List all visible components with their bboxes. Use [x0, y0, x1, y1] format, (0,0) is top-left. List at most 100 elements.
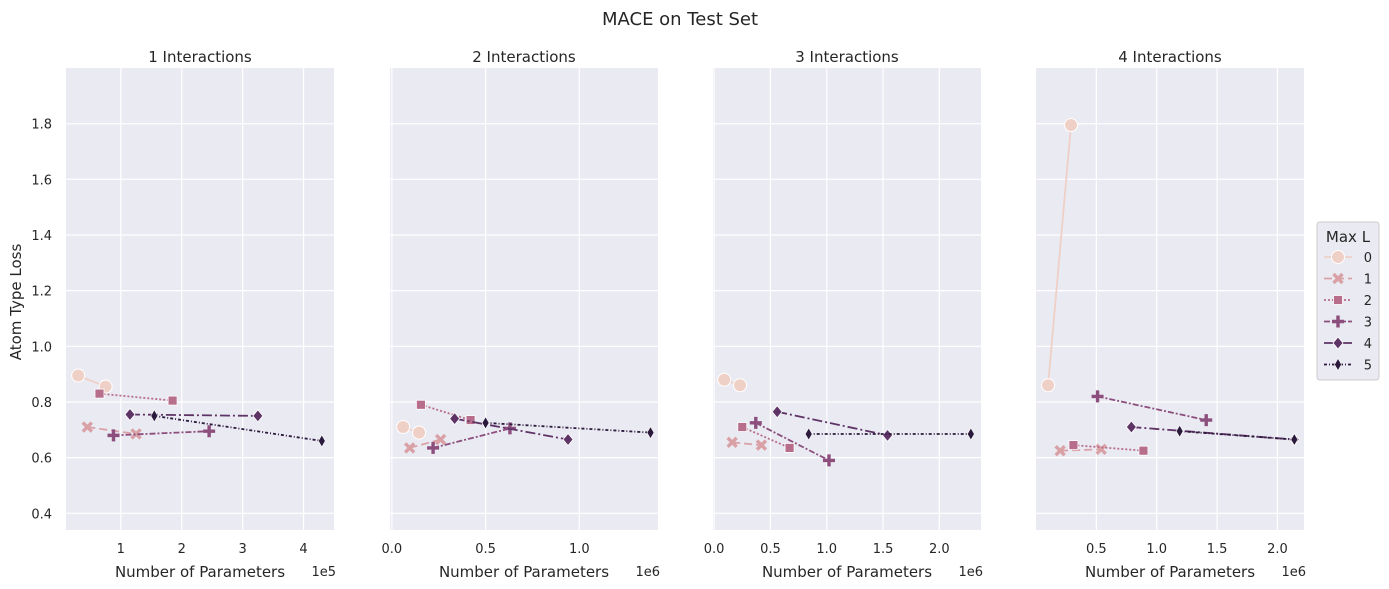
series-2: [94, 388, 178, 406]
data-point: [81, 421, 94, 433]
data-point: [434, 433, 447, 446]
series-5: [150, 409, 326, 448]
legend-label: 0: [1364, 251, 1372, 266]
x-tick-label: 2.0: [1267, 542, 1288, 557]
series-5: [481, 416, 655, 440]
subplot-title: 1 Interactions: [148, 48, 252, 66]
y-tick-label: 1.8: [31, 118, 52, 133]
legend-label: 2: [1364, 294, 1372, 309]
plot-area: [1036, 68, 1304, 530]
data-point: [1125, 420, 1137, 434]
series-1: [403, 433, 447, 454]
legend-items: 0 1 2 3 4 5: [1324, 250, 1372, 374]
legend-item-5: 5: [1324, 357, 1372, 374]
series-3: [107, 425, 216, 442]
y-tick-label: 1.2: [31, 285, 52, 300]
data-point: [317, 434, 326, 448]
x-tick-label: 1.0: [1146, 542, 1167, 557]
series-0: [71, 368, 113, 394]
legend-marker: [1331, 250, 1345, 264]
data-point: [150, 409, 159, 423]
series-line: [755, 422, 830, 462]
legend-label: 4: [1364, 337, 1372, 352]
x-tick-label: 1.5: [1207, 542, 1228, 557]
data-point: [717, 372, 732, 387]
data-point: [1064, 118, 1079, 133]
legend-item-3: 3: [1324, 315, 1372, 331]
data-point: [481, 416, 490, 430]
x-axis-label: Number of Parameters: [762, 563, 932, 581]
data-point: [1290, 432, 1299, 447]
plot-area: [713, 68, 981, 530]
legend-marker: [1334, 357, 1342, 372]
data-point: [449, 412, 461, 426]
data-point: [252, 409, 264, 423]
y-tick-label: 1.0: [31, 340, 52, 355]
x-offset-label: 1e5: [311, 565, 336, 580]
data-point: [1175, 424, 1184, 438]
legend-marker: [1332, 336, 1344, 350]
data-point: [1091, 390, 1104, 403]
data-point: [416, 399, 426, 410]
subplot-3: 3 Interactions 0.0 0.5 1.0 1.5 2.0 Number of P…: [704, 48, 983, 581]
subplot-1: 1 Interactions 1 2 3 4 Number of Parameters 1e…: [31, 48, 336, 581]
x-axis-label: Number of Parameters: [439, 563, 609, 581]
data-point: [1068, 440, 1079, 451]
series-line: [1179, 430, 1295, 441]
series-line: [776, 410, 888, 437]
series-1: [1054, 443, 1107, 457]
data-point: [94, 388, 105, 399]
legend-label: 3: [1364, 316, 1372, 331]
data-point: [804, 427, 813, 441]
y-tick-label: 0.8: [31, 396, 52, 411]
series-0: [396, 420, 427, 440]
data-point: [465, 415, 476, 425]
series-line: [454, 417, 569, 441]
series-line: [1060, 448, 1102, 452]
data-point: [124, 407, 136, 422]
subplot-4: 4 Interactions 0.5 1.0 1.5 2.0 Number of Para…: [1036, 48, 1306, 581]
data-point: [562, 432, 574, 447]
subplot-title: 4 Interactions: [1118, 48, 1222, 66]
data-point: [167, 395, 178, 406]
legend-item-0: 0: [1324, 250, 1372, 266]
x-tick-label: 1.0: [816, 542, 837, 557]
series-line: [409, 438, 441, 449]
legend-marker: [1332, 272, 1344, 285]
x-offset-label: 1e6: [958, 565, 983, 580]
x-tick-label: 0.5: [760, 542, 781, 557]
y-axis-label: Atom Type Loss: [7, 244, 25, 361]
series-2: [1068, 440, 1149, 456]
x-offset-label: 1e6: [1281, 565, 1306, 580]
y-tick-label: 0.6: [31, 452, 52, 467]
x-tick-label: 2.0: [929, 542, 950, 557]
series-3: [749, 416, 835, 467]
data-point: [967, 427, 975, 441]
data-point: [130, 428, 142, 440]
data-point: [755, 439, 768, 451]
legend-marker: [1332, 315, 1344, 328]
series-line: [99, 392, 173, 402]
data-point: [733, 378, 748, 393]
x-tick-label: 1: [117, 542, 125, 557]
series-line: [154, 415, 322, 442]
data-point: [784, 442, 795, 453]
y-tick-label: 0.4: [31, 507, 52, 522]
figure-title: MACE on Test Set: [602, 9, 758, 30]
x-tick-label: 0.5: [475, 542, 496, 557]
data-point: [1041, 378, 1056, 393]
series-line: [113, 430, 210, 437]
legend-item-1: 1: [1324, 273, 1372, 288]
data-point: [107, 429, 120, 442]
series-line: [732, 441, 762, 447]
series-line: [485, 421, 651, 434]
data-point: [749, 416, 762, 429]
series-0: [717, 372, 748, 393]
data-point: [1138, 445, 1149, 456]
series-line: [87, 426, 137, 435]
data-point: [71, 368, 86, 383]
legend-item-2: 2: [1324, 294, 1372, 309]
x-tick-label: 1.0: [569, 542, 590, 557]
data-point: [403, 442, 416, 454]
data-point: [396, 420, 411, 435]
